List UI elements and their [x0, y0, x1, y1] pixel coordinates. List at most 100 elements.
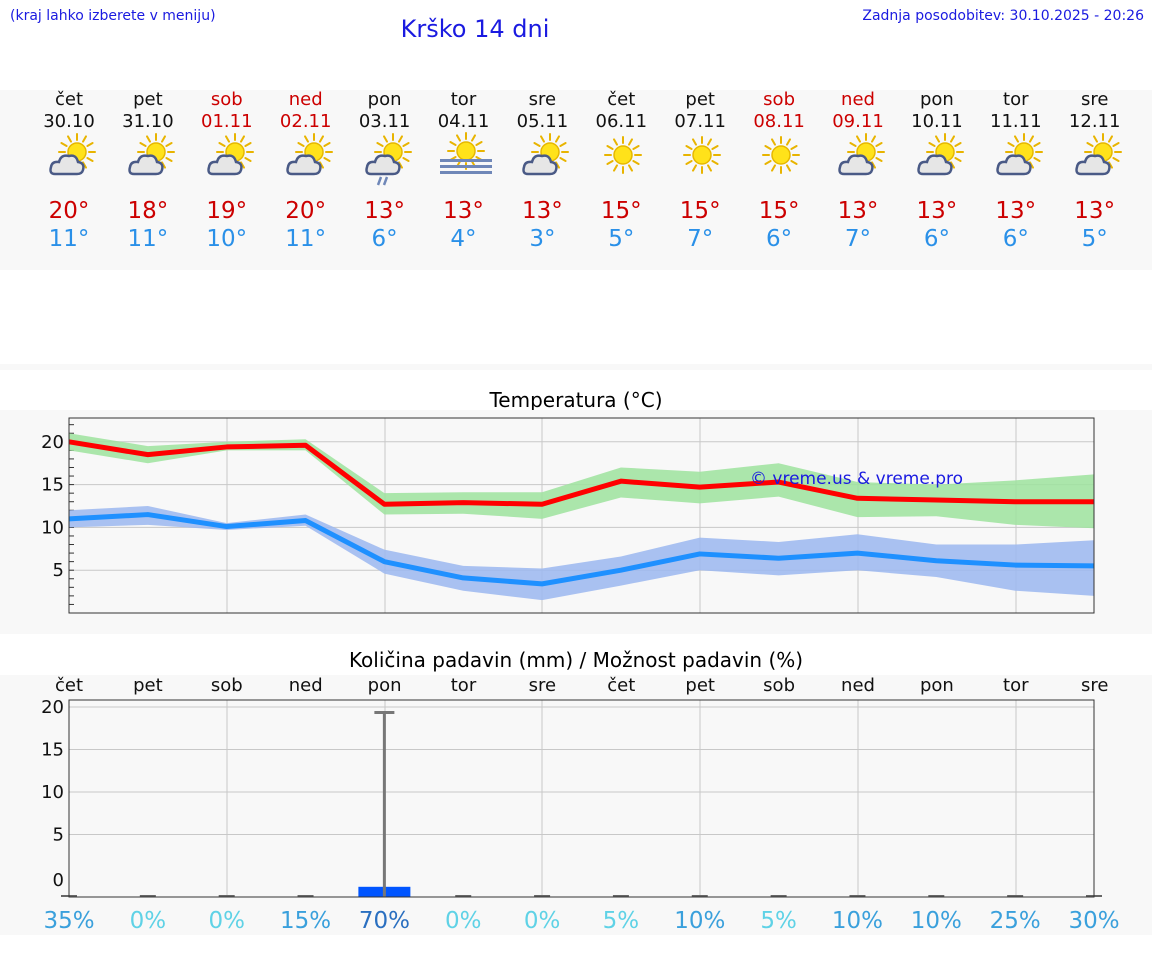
precipitation-chart-title: Količina padavin (mm) / Možnost padavin …	[348, 648, 804, 672]
max-temperature: 13°	[443, 198, 484, 224]
day-name: sob	[763, 89, 795, 110]
partly-cloudy-icon	[917, 133, 964, 176]
min-temperature: 5°	[608, 226, 635, 252]
precipitation-day-label: pet	[133, 675, 163, 696]
precipitation-day-label: pon	[919, 675, 954, 696]
min-temperature: 6°	[923, 226, 950, 252]
partly-cloudy-icon	[49, 133, 96, 176]
max-temperature: 19°	[206, 198, 248, 224]
precipitation-day-label: ned	[841, 675, 875, 696]
precipitation-day-label: sob	[210, 675, 243, 696]
day-name: pon	[367, 89, 402, 110]
sun-icon	[762, 136, 801, 174]
precipitation-probability: 10%	[674, 908, 725, 934]
sun-icon	[683, 136, 722, 174]
day-date: 03.11	[358, 111, 411, 132]
forecast-day: sob 01.11	[187, 89, 267, 132]
forecast-day: tor 04.11	[424, 89, 504, 132]
max-temperature: 15°	[600, 198, 642, 224]
partly-cloudy-icon	[285, 133, 333, 176]
partly-cloudy-icon	[522, 133, 570, 176]
day-date: 09.11	[832, 111, 884, 132]
forecast-day: pet 31.10	[108, 89, 188, 132]
min-temperature: 10°	[206, 226, 248, 252]
precipitation-probability: 15%	[280, 908, 331, 934]
forecast-day: čet 30.10	[29, 89, 109, 132]
precipitation-plot-area	[69, 700, 1094, 897]
region-menu-hint[interactable]: (kraj lahko izberete v meniju)	[10, 8, 216, 24]
temperature-y-tick: 5	[53, 560, 64, 581]
precipitation-y-tick: 15	[41, 740, 64, 761]
precipitation-probability: 0%	[445, 908, 482, 934]
partly-cloudy-rain-icon	[364, 133, 412, 186]
day-name: pet	[133, 89, 163, 110]
forecast-day: ned 02.11	[266, 89, 346, 132]
precipitation-y-tick: 0	[53, 870, 64, 891]
min-temperature: 3°	[529, 226, 556, 252]
min-temperature: 6°	[371, 226, 398, 252]
day-name: tor	[1003, 89, 1029, 110]
day-date: 30.10	[43, 111, 95, 132]
day-name: ned	[841, 89, 875, 110]
temperature-watermark: © vreme.us & vreme.pro	[750, 469, 963, 489]
max-temperature: 13°	[995, 198, 1037, 224]
precipitation-frame	[68, 699, 1095, 898]
day-date: 31.10	[122, 111, 174, 132]
forecast-band	[0, 90, 1152, 270]
partly-cloudy-icon	[996, 133, 1043, 176]
precipitation-day-label: čet	[54, 675, 84, 696]
day-name: pon	[919, 89, 954, 110]
precipitation-probability: 35%	[43, 908, 94, 934]
min-temperature: 7°	[687, 226, 714, 252]
partly-cloudy-icon	[207, 133, 254, 176]
temperature-y-tick: 10	[41, 517, 64, 538]
day-date: 04.11	[437, 111, 490, 132]
day-date: 10.11	[911, 111, 963, 132]
min-temperature: 11°	[285, 226, 327, 252]
max-temperature: 20°	[285, 198, 327, 224]
sun-fog-icon	[439, 132, 492, 174]
precipitation-probability: 0%	[524, 908, 561, 934]
precipitation-probability: 70%	[359, 908, 410, 934]
day-name: čet	[54, 89, 84, 110]
sun-icon	[604, 136, 643, 174]
min-temperature: 6°	[766, 226, 793, 252]
precipitation-y-tick: 5	[53, 825, 64, 846]
max-temperature: 13°	[522, 198, 563, 224]
precipitation-day-label: tor	[1003, 675, 1029, 696]
max-temperature: 13°	[1074, 198, 1116, 224]
precipitation-y-tick: 10	[41, 782, 64, 803]
day-name: sre	[528, 89, 557, 110]
day-date: 11.11	[990, 111, 1042, 132]
precipitation-probability: 5%	[603, 908, 640, 934]
forecast-day: pon 10.11	[897, 89, 977, 132]
max-temperature: 20°	[48, 198, 90, 224]
precipitation-probability: 0%	[130, 908, 167, 934]
precipitation-probability: 10%	[832, 908, 883, 934]
temperature-y-tick: 15	[41, 475, 64, 496]
max-temperature-line	[68, 439, 1094, 507]
precipitation-probability: 5%	[760, 908, 797, 934]
min-temperature: 6°	[1002, 226, 1029, 252]
precipitation-day-label: tor	[450, 675, 477, 696]
forecast-day: ned 09.11	[818, 89, 898, 132]
min-temperature-line	[68, 512, 1095, 587]
precipitation-day-label: sre	[528, 675, 557, 696]
max-temperature: 15°	[758, 198, 800, 224]
forecast-day: sre 05.11	[502, 89, 582, 132]
day-name: sre	[1080, 89, 1109, 110]
day-name: ned	[288, 89, 323, 110]
day-date: 07.11	[674, 111, 726, 132]
precipitation-day-label: čet	[607, 675, 636, 696]
precipitation-probability: 30%	[1068, 908, 1119, 934]
precipitation-probability: 25%	[990, 908, 1041, 934]
temperature-chart: 5 10 15 20 © vreme.us & vreme.pro	[41, 417, 1095, 614]
forecast-day: pon 03.11	[345, 89, 425, 132]
partly-cloudy-icon	[128, 133, 175, 176]
day-date: 08.11	[753, 111, 805, 132]
precipitation-day-label: sre	[1080, 675, 1109, 696]
day-date: 02.11	[279, 111, 332, 132]
day-name: pet	[685, 89, 715, 110]
day-name: tor	[450, 89, 477, 110]
